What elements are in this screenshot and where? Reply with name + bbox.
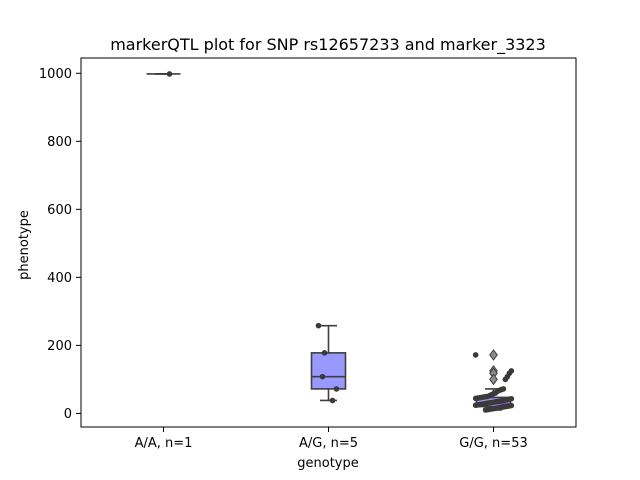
box-iqr (310, 352, 347, 390)
data-point (315, 322, 322, 329)
data-point (472, 395, 479, 402)
plot-area: 0 200 400 600 800 1000 A/A, n=1 A/G, n=5 G/G, n=… (39, 57, 577, 451)
chart-title: markerQTL plot for SNP rs12657233 and ma… (110, 35, 546, 55)
data-point (502, 376, 509, 383)
x-tick-label: G/G, n=53 (459, 436, 527, 451)
data-point (333, 386, 340, 392)
y-tick-label: 600 (47, 203, 72, 218)
y-tick-label: 800 (47, 135, 72, 150)
data-point (166, 71, 173, 77)
data-point (321, 350, 328, 356)
outlier-marker (489, 349, 498, 361)
y-axis-label: phenotype (17, 210, 32, 280)
y-tick-label: 1000 (39, 67, 72, 82)
y-tick-label: 0 (64, 407, 72, 422)
x-tick-label: A/A, n=1 (135, 436, 193, 451)
data-point (482, 407, 489, 413)
data-point (319, 373, 326, 380)
data-point (329, 397, 336, 404)
data-point (472, 402, 479, 409)
outlier-marker (489, 373, 498, 386)
data-point (472, 352, 479, 358)
x-tick-label: A/G, n=5 (299, 436, 358, 451)
x-axis-label: genotype (297, 456, 358, 471)
y-tick-label: 400 (47, 271, 72, 286)
axes-frame (80, 57, 577, 428)
y-tick-label: 200 (47, 339, 72, 354)
